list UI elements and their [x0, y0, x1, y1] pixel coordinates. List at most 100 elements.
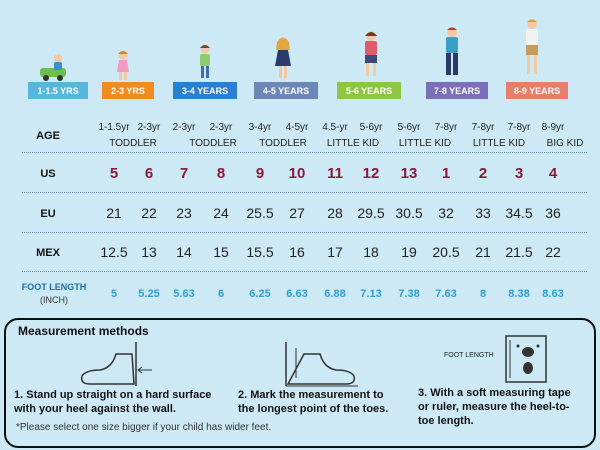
eu-size-value: 34.5 [505, 205, 533, 221]
us-size-value: 4 [548, 165, 558, 182]
step3-line1: 3. With a soft measuring tape [418, 387, 571, 399]
foot-size-value: 7.13 [360, 288, 382, 300]
age-size-value: 5-6yr [359, 122, 383, 133]
foot-size-value: 5.25 [138, 288, 160, 300]
us-size-value: 10 [288, 165, 306, 182]
eu-size-value: 22 [141, 205, 157, 221]
foot-length-unit: (INCH) [40, 295, 68, 305]
us-size-value: 2 [478, 165, 488, 182]
fit-note: *Please select one size bigger if your c… [16, 422, 272, 433]
foot-size-value: 5.63 [173, 288, 195, 300]
mex-size-value: 13 [141, 244, 157, 260]
age-tag: 1-1.5 YRS [28, 82, 88, 99]
eu-size-value: 24 [213, 205, 229, 221]
age-tag: 3-4 YEARS [173, 82, 237, 99]
measurement-title: Measurement methods [18, 324, 149, 338]
step3-line2: or ruler, measure the heel-to- [418, 401, 570, 413]
foot-size-value: 6.63 [286, 288, 308, 300]
foot-against-wall-icon [80, 342, 152, 386]
eu-size-value: 27 [289, 205, 305, 221]
age-tag: 2-3 YRS [102, 82, 154, 99]
category-label: TODDLER [189, 138, 237, 149]
eu-size-value: 21 [106, 205, 122, 221]
mex-size-value: 15 [213, 244, 229, 260]
girl-figure-icon [195, 44, 215, 80]
us-size-value: 1 [441, 165, 451, 182]
mex-size-value: 19 [401, 244, 417, 260]
toddler-figure-icon [38, 54, 78, 82]
age-tag: 4-5 YEARS [254, 82, 318, 99]
foot-size-value: 7.63 [435, 288, 457, 300]
foot-size-value: 6.88 [324, 288, 346, 300]
age-header-band [0, 19, 600, 105]
age-size-value: 1-1.5yr [98, 122, 130, 133]
mex-size-value: 18 [363, 244, 379, 260]
foot-size-value: 8.63 [542, 288, 564, 300]
us-size-value: 5 [109, 165, 119, 182]
category-label: BIG KID [546, 138, 584, 149]
us-size-value: 8 [216, 165, 226, 182]
boy-figure-icon [520, 18, 544, 76]
foot-size-value: 5 [110, 288, 118, 300]
mex-row-label: MEX [36, 247, 60, 259]
age-size-value: 7-8yr [434, 122, 458, 133]
step1-text: 1. Stand up straight on a hard surface w… [14, 388, 211, 416]
mex-size-value: 14 [176, 244, 192, 260]
age-tag-label: 2-3 YRS [111, 85, 145, 96]
age-size-value: 2-3yr [172, 122, 196, 133]
age-tag-label: 7-8 YEARS [433, 85, 481, 96]
foot-size-value: 6 [217, 288, 225, 300]
category-label: LITTLE KID [472, 138, 526, 149]
age-size-value: 4.5-yr [322, 122, 348, 133]
age-tag: 7-8 YEARS [426, 82, 488, 99]
mex-size-value: 22 [545, 244, 561, 260]
age-tag: 5-6 YEARS [337, 82, 401, 99]
row-divider [22, 152, 587, 153]
eu-size-value: 23 [176, 205, 192, 221]
eu-row-label: EU [40, 208, 56, 220]
mex-size-value: 15.5 [246, 244, 274, 260]
us-row-label: US [40, 168, 56, 180]
age-tag: 8-9 YEARS [506, 82, 568, 99]
eu-size-value: 29.5 [357, 205, 385, 221]
eu-size-value: 33 [475, 205, 491, 221]
measurement-methods-panel: Measurement methods 1. Stand up straight… [4, 318, 596, 448]
us-size-value: 9 [255, 165, 265, 182]
mex-size-value: 21 [475, 244, 491, 260]
age-size-value: 2-3yr [209, 122, 233, 133]
girl-figure-icon [272, 36, 294, 80]
age-tag-label: 1-1.5 YRS [37, 85, 79, 96]
age-row-label: AGE [36, 130, 60, 142]
mex-size-value: 20.5 [432, 244, 460, 260]
age-tag-label: 8-9 YEARS [513, 85, 561, 96]
eu-size-value: 25.5 [246, 205, 274, 221]
mex-size-value: 12.5 [100, 244, 128, 260]
row-divider [22, 192, 587, 193]
foot-length-caption: FOOT LENGTH [444, 352, 494, 359]
category-label: LITTLE KID [326, 138, 380, 149]
girl-figure-icon [360, 30, 382, 78]
row-divider [22, 271, 587, 272]
mex-size-value: 17 [327, 244, 343, 260]
step2-text: 2. Mark the measurement to the longest p… [238, 388, 388, 416]
eu-size-value: 28 [327, 205, 343, 221]
foot-size-value: 6.25 [249, 288, 271, 300]
mark-toes-icon [285, 342, 358, 387]
age-size-value: 4-5yr [285, 122, 309, 133]
step3-text: 3. With a soft measuring tape or ruler, … [418, 386, 571, 428]
us-size-value: 12 [362, 165, 380, 182]
mex-size-value: 16 [289, 244, 305, 260]
category-label: TODDLER [259, 138, 307, 149]
category-label: LITTLE KID [398, 138, 452, 149]
age-size-value: 3-4yr [248, 122, 272, 133]
foot-size-value: 8 [479, 288, 487, 300]
age-tag-label: 5-6 YEARS [345, 85, 393, 96]
mex-size-value: 21.5 [505, 244, 533, 260]
step1-line2: with your heel against the wall. [14, 403, 176, 415]
age-size-value: 7-8yr [507, 122, 531, 133]
age-tag-label: 3-4 YEARS [181, 85, 229, 96]
foot-size-value: 8.38 [508, 288, 530, 300]
us-size-value: 6 [144, 165, 154, 182]
step3-line3: toe length. [418, 415, 474, 427]
